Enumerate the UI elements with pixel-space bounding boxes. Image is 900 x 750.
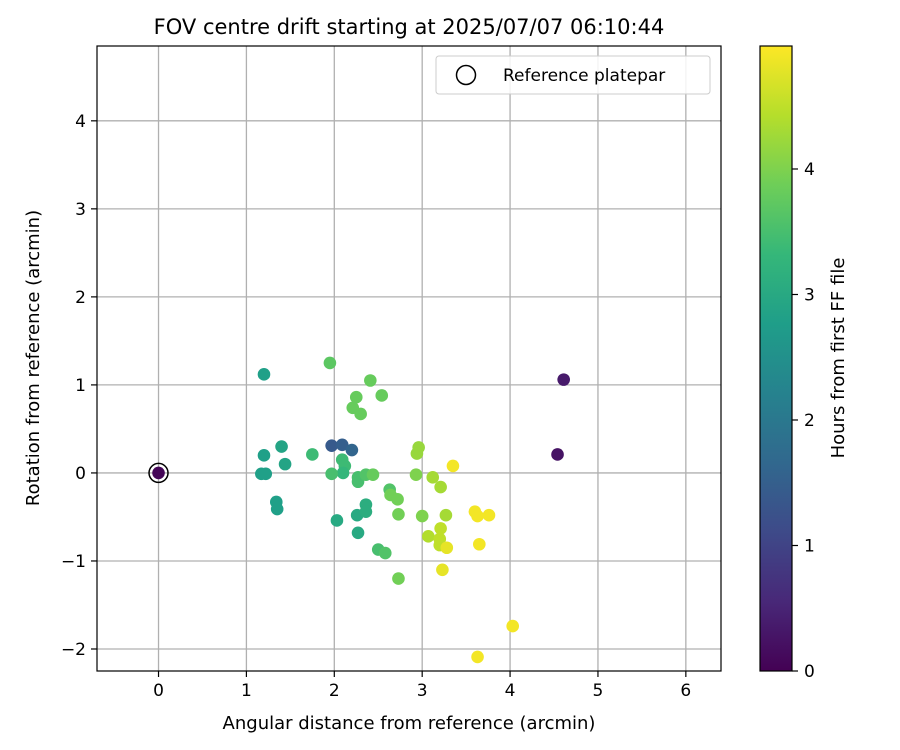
data-point (270, 502, 284, 516)
colorbar-label: Hours from first FF file (828, 258, 849, 459)
data-point (330, 514, 344, 527)
y-axis-label: Rotation from reference (arcmin) (23, 210, 44, 506)
x-tick-label: 4 (505, 681, 516, 701)
data-point (471, 509, 484, 523)
data-point (482, 508, 496, 522)
data-point (278, 457, 292, 471)
reference-point (148, 462, 169, 484)
data-point (446, 459, 460, 473)
chart-title: FOV centre drift starting at 2025/07/07 … (154, 15, 665, 39)
colorbar-tick-label: 2 (804, 411, 815, 431)
y-tick-label: 2 (75, 288, 86, 308)
legend: Reference platepar (435, 55, 711, 95)
x-tick-label: 1 (241, 681, 252, 701)
data-point (359, 505, 373, 518)
data-point (439, 508, 453, 522)
data-point (557, 373, 570, 386)
data-point (434, 522, 447, 535)
data-point (275, 440, 288, 453)
data-point (471, 650, 484, 664)
data-point (434, 480, 447, 494)
data-point (306, 448, 319, 461)
y-tick-label: 1 (75, 376, 86, 396)
data-point (345, 443, 359, 457)
data-point (364, 374, 377, 387)
x-tick-label: 6 (680, 681, 691, 701)
data-point (351, 526, 365, 540)
grid (97, 46, 721, 671)
data-point (323, 356, 337, 370)
data-point (436, 563, 449, 577)
x-tick-label: 2 (329, 681, 340, 701)
y-tick-label: −2 (61, 640, 86, 660)
data-point (422, 530, 435, 543)
colorbar-tick-label: 0 (804, 662, 815, 682)
y-tick-label: 0 (75, 464, 86, 484)
colorbar: 0 1 2 3 4 Hours from first FF file (759, 45, 849, 682)
data-point (349, 390, 363, 404)
colorbar-ticks: 0 1 2 3 4 (792, 160, 815, 682)
legend-marker-icon (455, 64, 477, 86)
y-tick-label: 4 (75, 112, 86, 132)
data-point (366, 468, 380, 481)
data-point (257, 449, 271, 462)
data-point (152, 466, 165, 480)
reference-marker (148, 462, 169, 484)
x-axis-label: Angular distance from reference (arcmin) (223, 713, 596, 734)
legend-label: Reference platepar (503, 66, 665, 86)
data-point (335, 438, 349, 452)
data-point (506, 619, 520, 633)
data-point (325, 467, 338, 481)
data-point (551, 448, 564, 461)
data-point (410, 447, 424, 460)
data-point (392, 572, 405, 585)
legend-box (435, 55, 711, 95)
colorbar-tick-label: 4 (804, 160, 815, 180)
x-tick-label: 5 (593, 681, 604, 701)
data-point (259, 467, 273, 481)
data-point (257, 368, 271, 381)
plot-frame (96, 45, 722, 672)
y-tick-label: 3 (75, 200, 86, 220)
data-point (375, 389, 389, 402)
data-point (426, 471, 440, 484)
data-point (415, 509, 429, 523)
x-tick-label: 3 (417, 681, 428, 701)
data-point (378, 546, 392, 560)
colorbar-tick-label: 3 (804, 285, 815, 305)
data-point (473, 537, 486, 551)
data-point (392, 508, 405, 521)
data-point (440, 541, 454, 555)
y-tick-label: −1 (61, 552, 86, 572)
colorbar-tick-label: 1 (804, 536, 815, 556)
data-point (409, 468, 423, 481)
data-point (325, 439, 338, 452)
data-point (354, 407, 367, 421)
x-axis: 0 1 2 3 4 5 6 (153, 671, 691, 701)
colorbar-bar (759, 45, 793, 672)
data-point (391, 493, 404, 506)
x-tick-label: 0 (153, 681, 164, 701)
data-points (152, 356, 570, 664)
data-point (336, 466, 350, 480)
y-axis: −2 −1 0 1 2 3 4 (61, 112, 97, 660)
